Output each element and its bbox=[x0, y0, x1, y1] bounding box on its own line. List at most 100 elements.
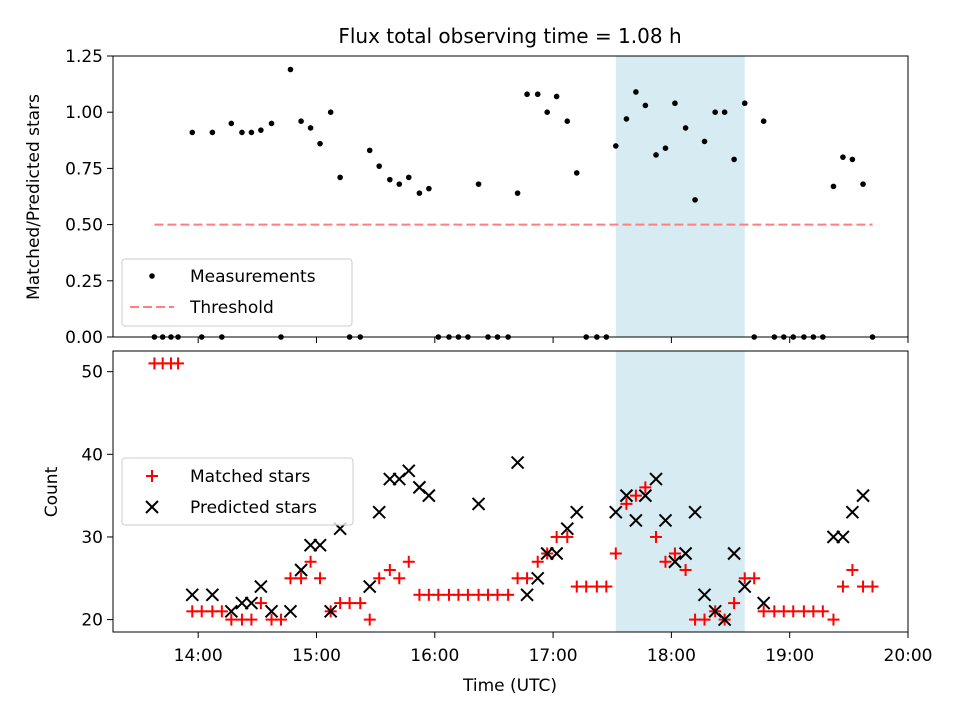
y-tick-label: 0.25 bbox=[65, 272, 103, 292]
measurement-point bbox=[741, 100, 748, 107]
measurement-point bbox=[337, 174, 343, 181]
bottom-legend-box bbox=[121, 457, 354, 526]
predicted-star-point bbox=[205, 588, 220, 602]
measurement-point bbox=[416, 190, 423, 196]
y-tick-label: 20 bbox=[81, 611, 103, 631]
matched-star-point bbox=[580, 580, 593, 593]
measurement-point bbox=[287, 66, 294, 73]
bottom-y-axis-label: Count bbox=[42, 466, 62, 517]
predicted-star-point bbox=[383, 472, 397, 486]
predicted-star-point bbox=[510, 455, 525, 470]
x-tick-label: 20:00 bbox=[884, 646, 933, 666]
matched-star-point bbox=[461, 588, 474, 601]
measurement-point bbox=[544, 109, 550, 115]
chart-title: Flux total observing time = 1.08 h bbox=[338, 24, 681, 48]
top-y-axis-label: Matched/Predicted stars bbox=[24, 94, 44, 300]
matched-star-point bbox=[846, 564, 859, 577]
top-axes-frame bbox=[112, 55, 909, 338]
measurement-point bbox=[692, 197, 698, 203]
measurement-point bbox=[653, 152, 659, 158]
predicted-star-point bbox=[717, 612, 732, 627]
matched-star-point bbox=[816, 605, 829, 618]
y-tick-label: 50 bbox=[81, 363, 103, 383]
measurement-point bbox=[366, 147, 373, 154]
matched-star-point bbox=[866, 580, 879, 593]
predicted-star-point bbox=[629, 513, 643, 528]
measurement-point bbox=[860, 181, 866, 187]
predicted-star-point bbox=[264, 604, 279, 619]
measurement-point bbox=[701, 138, 708, 145]
top-y-ticks: 0.00 0.25 0.50 0.75 1.00 1.25 bbox=[65, 47, 113, 348]
measurement-point bbox=[642, 102, 649, 109]
matched-star-point bbox=[650, 530, 663, 543]
predicted-star-point bbox=[224, 604, 239, 619]
x-tick-label: 14:00 bbox=[174, 646, 223, 666]
matched-star-point bbox=[521, 572, 534, 585]
predicted-star-point bbox=[294, 563, 308, 577]
matched-star-point bbox=[757, 605, 770, 618]
matched-star-point bbox=[363, 613, 376, 626]
matched-star-point bbox=[620, 497, 633, 510]
measurement-point bbox=[317, 140, 323, 147]
measurement-point bbox=[712, 109, 718, 115]
predicted-star-point bbox=[549, 546, 564, 561]
predicted-star-point bbox=[235, 596, 249, 610]
bottom-axes-frame bbox=[112, 350, 909, 633]
measurement-point bbox=[327, 109, 334, 115]
predicted-star-point bbox=[560, 521, 574, 536]
matched-star-point bbox=[550, 530, 563, 543]
measurement-point bbox=[248, 129, 255, 136]
predicted-star-point bbox=[244, 596, 259, 610]
matched-star-point bbox=[393, 572, 406, 585]
predicted-star-point bbox=[372, 505, 386, 519]
matched-star-point bbox=[274, 613, 287, 626]
predicted-star-point bbox=[303, 538, 318, 552]
top-legend-box bbox=[121, 258, 353, 327]
measurement-point bbox=[514, 190, 521, 196]
predicted-star-point bbox=[836, 530, 850, 544]
measurement-point bbox=[426, 185, 432, 192]
measurement-point bbox=[258, 127, 264, 133]
matched-star-point bbox=[659, 555, 672, 568]
matched-star-point bbox=[600, 580, 613, 593]
matched-star-point bbox=[679, 564, 692, 577]
top-x-ticks bbox=[197, 337, 909, 343]
bottom-y-ticks: 20 30 40 50 bbox=[81, 363, 113, 631]
matched-star-point bbox=[172, 357, 185, 370]
predicted-star-point bbox=[323, 604, 338, 619]
measurement-point bbox=[849, 156, 856, 163]
matched-star-point bbox=[284, 572, 297, 585]
y-tick-label: 30 bbox=[81, 528, 103, 548]
matched-star-point bbox=[225, 613, 238, 626]
measurement-point bbox=[189, 129, 196, 136]
matched-star-point bbox=[748, 572, 761, 585]
measurement-point bbox=[239, 129, 245, 136]
matched-star-point bbox=[383, 564, 396, 577]
legend-predicted-label: Predicted stars bbox=[190, 498, 317, 518]
y-tick-label: 0.75 bbox=[65, 159, 103, 179]
measurement-point bbox=[633, 89, 639, 95]
matched-star-point bbox=[373, 572, 386, 585]
measurement-point bbox=[387, 176, 393, 183]
top-highlight-span bbox=[615, 56, 745, 337]
measurement-point bbox=[209, 129, 216, 136]
x-tick-label: 16:00 bbox=[410, 646, 459, 666]
predicted-star-point bbox=[471, 497, 486, 511]
measurement-point bbox=[553, 93, 560, 100]
matched-star-point bbox=[215, 605, 228, 618]
matched-star-point bbox=[728, 597, 741, 610]
predicted-star-point bbox=[619, 488, 634, 503]
matched-star-point bbox=[836, 580, 849, 593]
predicted-star-point bbox=[756, 596, 771, 610]
predicted-star-point bbox=[727, 546, 741, 561]
predicted-star-point bbox=[313, 538, 327, 552]
matched-star-point bbox=[787, 605, 800, 618]
legend-matched-marker bbox=[146, 470, 158, 482]
predicted-star-point bbox=[658, 513, 673, 528]
legend-measurements-marker bbox=[149, 273, 155, 279]
predicted-star-point bbox=[540, 546, 554, 561]
top-legend: Measurements Threshold bbox=[121, 258, 353, 327]
legend-predicted-marker bbox=[145, 500, 159, 514]
matched-star-point bbox=[531, 555, 544, 568]
